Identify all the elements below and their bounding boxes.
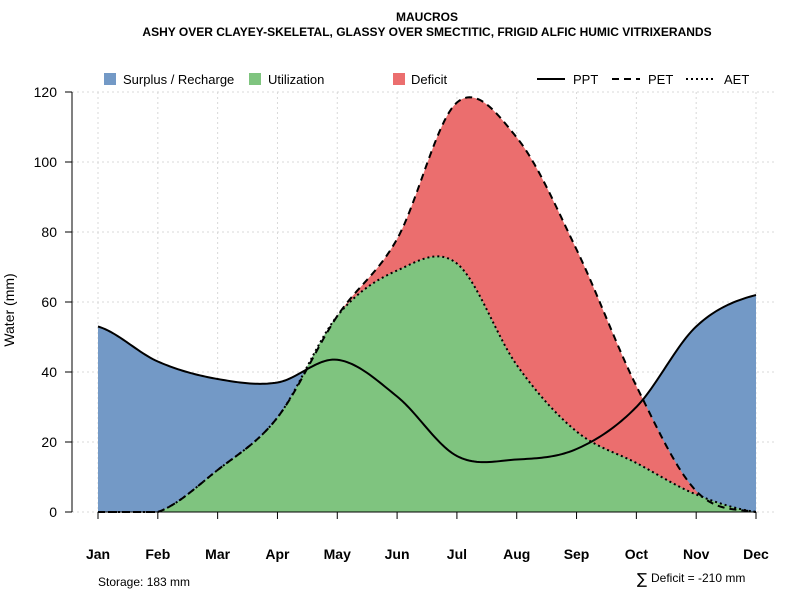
x-tick-label-jul: Jul <box>447 546 467 562</box>
x-tick-label-dec: Dec <box>743 546 769 562</box>
chart-title: MAUCROS <box>396 10 458 24</box>
legend-label-aet: AET <box>724 72 749 87</box>
x-tick-label-may: May <box>324 546 351 562</box>
legend-label-ppt: PPT <box>573 72 598 87</box>
legend-swatch-deficit <box>393 73 405 85</box>
legend-swatch-surplus <box>104 73 116 85</box>
area-utilization <box>98 256 756 512</box>
x-tick-label-mar: Mar <box>205 546 230 562</box>
y-tick-label: 80 <box>41 224 57 240</box>
x-tick-label-nov: Nov <box>683 546 710 562</box>
x-tick-label-jun: Jun <box>385 546 410 562</box>
y-tick-label: 120 <box>34 84 58 100</box>
water-balance-areas <box>98 97 756 513</box>
sigma-icon: ∑ <box>637 570 647 588</box>
legend-label-deficit: Deficit <box>411 72 448 87</box>
y-tick-label: 40 <box>41 364 57 380</box>
x-tick-label-apr: Apr <box>265 546 290 562</box>
deficit-annotation: Deficit = -210 mm <box>651 571 745 585</box>
x-tick-label-jan: Jan <box>86 546 110 562</box>
y-tick-label: 100 <box>34 154 58 170</box>
y-tick-label: 20 <box>41 434 57 450</box>
legend-label-surplus: Surplus / Recharge <box>123 72 234 87</box>
legend-swatch-utilization <box>249 73 261 85</box>
legend-label-pet: PET <box>648 72 673 87</box>
y-tick-label: 0 <box>49 504 57 520</box>
series-line-ppt <box>97 294 757 464</box>
area-deficit <box>98 97 756 513</box>
y-ticks: 0 20 40 60 80 100 120 <box>34 84 72 520</box>
x-tick-label-feb: Feb <box>145 546 170 562</box>
chart-subtitle: ASHY OVER CLAYEY-SKELETAL, GLASSY OVER S… <box>142 25 711 39</box>
y-axis-title: Water (mm) <box>1 273 17 346</box>
legend: Surplus / Recharge Utilization Deficit P… <box>104 72 749 87</box>
series-line-aet <box>98 255 757 513</box>
x-tick-label-sep: Sep <box>564 546 590 562</box>
storage-annotation: Storage: 183 mm <box>98 575 190 589</box>
x-tick-label-aug: Aug <box>503 546 530 562</box>
x-tick-label-oct: Oct <box>625 546 649 562</box>
y-tick-label: 60 <box>41 294 57 310</box>
series-lines <box>97 96 757 513</box>
x-ticks: Jan Feb Mar Apr May Jun Jul Aug Sep Oct Nov Dec <box>86 512 769 562</box>
legend-label-utilization: Utilization <box>268 72 324 87</box>
